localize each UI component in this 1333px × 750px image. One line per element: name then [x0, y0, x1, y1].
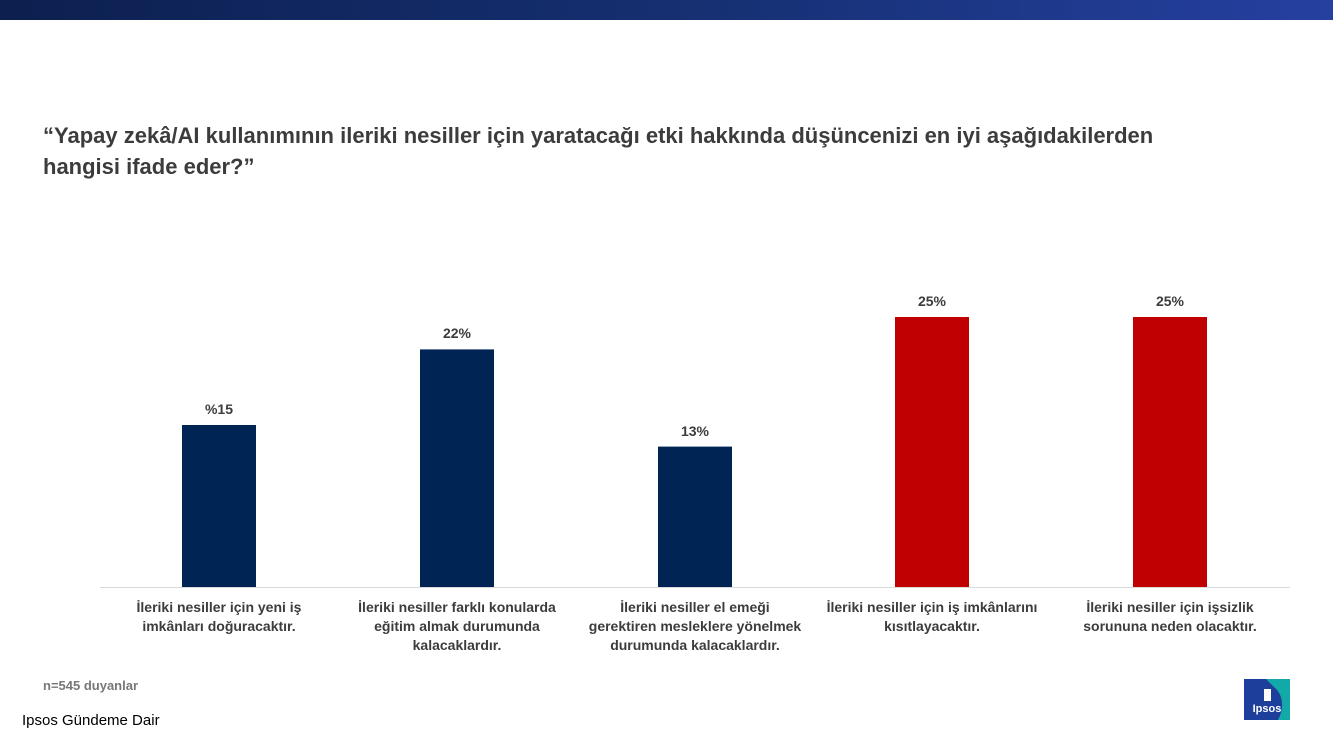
- bar-4: [895, 317, 969, 587]
- bar-2: [420, 349, 494, 587]
- category-label-5: İleriki nesiller için işsizlik sorununa …: [1083, 599, 1257, 634]
- sample-size-note: n=545 duyanlar: [43, 678, 139, 693]
- survey-question-title: “Yapay zekâ/AI kullanımının ileriki nesi…: [43, 123, 1154, 179]
- bar-value-label-4: 25%: [917, 293, 947, 309]
- category-label-3: İleriki nesiller el emeği gerektiren mes…: [588, 599, 802, 653]
- bar-1: [182, 425, 256, 587]
- bar-3: [658, 446, 732, 587]
- category-label-1: İleriki nesiller için yeni iş imkânları …: [136, 599, 302, 634]
- category-label-2: İleriki nesiller farklı konularda eğitim…: [358, 599, 556, 653]
- svg-text:Ipsos: Ipsos: [1253, 703, 1282, 715]
- bar-value-label-1: %15: [204, 401, 234, 417]
- top-brand-band: [0, 0, 1333, 20]
- brand-footer: Ipsos Gündeme Dair: [22, 712, 160, 729]
- category-label-4: İleriki nesiller için iş imkânlarını kıs…: [826, 599, 1038, 634]
- bar-value-label-2: 22%: [442, 325, 472, 342]
- bar-value-label-3: 13%: [680, 422, 710, 439]
- bar-value-label-5: 25%: [1155, 293, 1185, 309]
- ipsos-logo: Ipsos: [1244, 679, 1290, 720]
- bar-5: [1133, 317, 1207, 587]
